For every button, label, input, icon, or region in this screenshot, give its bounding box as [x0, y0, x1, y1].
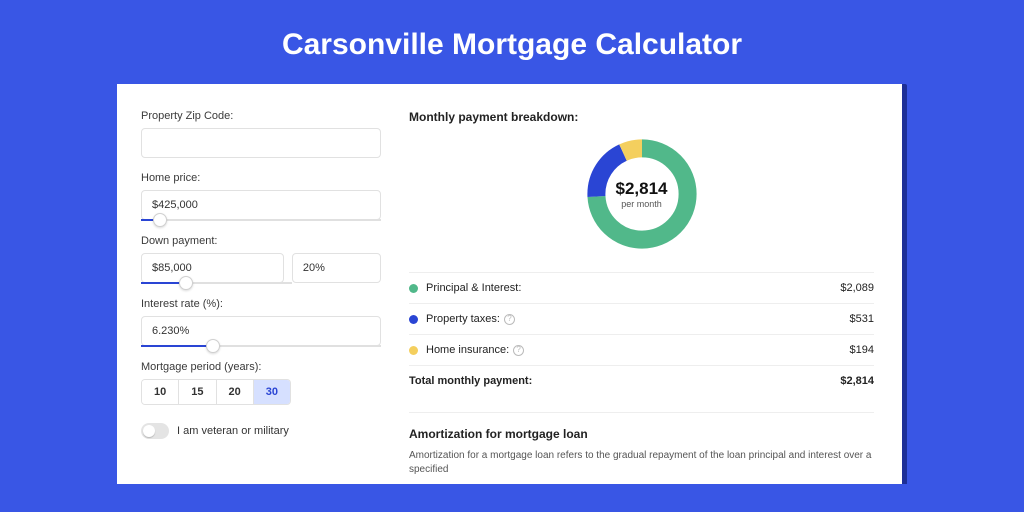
page-title: Carsonville Mortgage Calculator [282, 28, 742, 62]
interest-slider[interactable] [141, 345, 381, 347]
legend-row: Home insurance:?$194 [409, 335, 874, 366]
donut-center: $2,814 per month [582, 134, 702, 254]
legend-label: Home insurance:? [426, 344, 850, 356]
interest-input[interactable] [141, 316, 381, 346]
period-buttons: 10152030 [141, 379, 291, 405]
legend-total-row: Total monthly payment:$2,814 [409, 366, 874, 396]
slider-thumb[interactable] [206, 339, 220, 353]
info-icon[interactable]: ? [504, 314, 515, 325]
period-button-15[interactable]: 15 [179, 380, 216, 404]
calculator-panel: Property Zip Code: Home price: Down paym… [117, 84, 902, 484]
home-price-label: Home price: [141, 172, 381, 184]
period-group: Mortgage period (years): 10152030 [141, 361, 381, 405]
home-price-group: Home price: [141, 172, 381, 221]
period-label: Mortgage period (years): [141, 361, 381, 373]
legend-total-value: $2,814 [840, 375, 874, 387]
legend-label: Principal & Interest: [426, 282, 840, 294]
down-payment-slider[interactable] [141, 282, 292, 284]
home-price-slider[interactable] [141, 219, 381, 221]
amortization-text: Amortization for a mortgage loan refers … [409, 449, 874, 477]
legend-dot [409, 315, 418, 324]
panel-shadow: Property Zip Code: Home price: Down paym… [117, 84, 907, 484]
interest-label: Interest rate (%): [141, 298, 381, 310]
veteran-row: I am veteran or military [141, 423, 381, 439]
legend: Principal & Interest:$2,089Property taxe… [409, 272, 874, 396]
down-payment-group: Down payment: [141, 235, 381, 284]
legend-row: Principal & Interest:$2,089 [409, 273, 874, 304]
page-root: Carsonville Mortgage Calculator Property… [0, 0, 1024, 512]
legend-dot [409, 284, 418, 293]
legend-row: Property taxes:?$531 [409, 304, 874, 335]
breakdown-title: Monthly payment breakdown: [409, 110, 874, 124]
breakdown-column: Monthly payment breakdown: $2,814 per mo… [409, 110, 874, 484]
donut-sub: per month [621, 199, 662, 209]
down-payment-input[interactable] [141, 253, 284, 283]
info-icon[interactable]: ? [513, 345, 524, 356]
home-price-input[interactable] [141, 190, 381, 220]
legend-total-label: Total monthly payment: [409, 375, 840, 387]
interest-group: Interest rate (%): [141, 298, 381, 347]
zip-input[interactable] [141, 128, 381, 158]
legend-value: $531 [850, 313, 874, 325]
period-button-10[interactable]: 10 [142, 380, 179, 404]
legend-dot [409, 346, 418, 355]
amortization-section: Amortization for mortgage loan Amortizat… [409, 412, 874, 477]
legend-label: Property taxes:? [426, 313, 850, 325]
legend-value: $194 [850, 344, 874, 356]
zip-group: Property Zip Code: [141, 110, 381, 158]
veteran-label: I am veteran or military [177, 425, 289, 437]
veteran-toggle[interactable] [141, 423, 169, 439]
legend-value: $2,089 [840, 282, 874, 294]
period-button-30[interactable]: 30 [254, 380, 290, 404]
zip-label: Property Zip Code: [141, 110, 381, 122]
down-payment-pct-input[interactable] [292, 253, 381, 283]
form-column: Property Zip Code: Home price: Down paym… [141, 110, 381, 484]
donut-amount: $2,814 [616, 179, 668, 199]
donut-chart: $2,814 per month [409, 134, 874, 254]
slider-thumb[interactable] [153, 213, 167, 227]
amortization-title: Amortization for mortgage loan [409, 427, 874, 441]
period-button-20[interactable]: 20 [217, 380, 254, 404]
slider-thumb[interactable] [179, 276, 193, 290]
down-payment-label: Down payment: [141, 235, 381, 247]
